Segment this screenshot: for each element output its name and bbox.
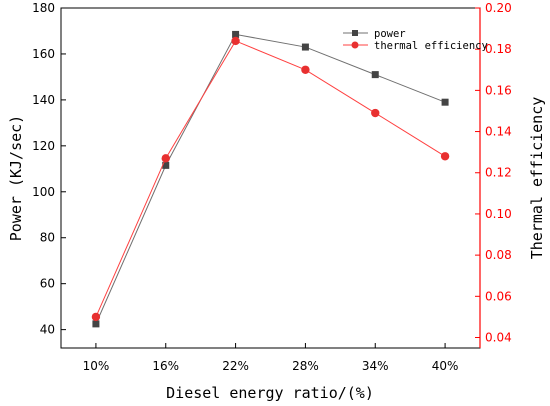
data-point-power xyxy=(371,71,379,79)
data-point-power xyxy=(92,320,100,328)
y-right-tick-label: 0.14 xyxy=(485,125,512,139)
legend: power thermal efficiency xyxy=(343,28,488,52)
data-point-thermal-efficiency xyxy=(161,154,170,163)
data-point-power xyxy=(301,43,309,51)
y-right-tick-label: 0.16 xyxy=(485,83,512,97)
y-left-tick-label: 40 xyxy=(40,323,55,337)
data-point-thermal-efficiency xyxy=(231,36,240,46)
legend-efficiency-marker xyxy=(351,41,359,49)
y-right-tick-label: 0.08 xyxy=(485,248,512,262)
y-right-tick-label: 0.06 xyxy=(485,289,512,303)
y-left-tick-label: 80 xyxy=(40,231,55,245)
legend-efficiency-label: thermal efficiency xyxy=(374,40,488,52)
x-axis-title: Diesel energy ratio/(%) xyxy=(166,384,374,402)
data-point-power xyxy=(162,161,170,169)
x-tick-label: 22% xyxy=(222,359,249,373)
y-left-tick-label: 140 xyxy=(32,93,55,107)
y-right-tick-label: 0.18 xyxy=(485,42,512,56)
y-left-tick-label: 160 xyxy=(32,47,55,61)
data-point-power xyxy=(441,98,449,106)
y-left-axis-title: Power (KJ/sec) xyxy=(7,115,25,241)
legend-power-label: power xyxy=(374,28,406,40)
y-right-axis-title: Thermal efficiency xyxy=(528,97,546,260)
data-point-thermal-efficiency xyxy=(301,65,310,74)
plot-frame xyxy=(60,7,481,349)
y-right-tick-label: 0.12 xyxy=(485,166,512,180)
legend-power-marker xyxy=(352,30,358,36)
series-line-thermal-efficiency xyxy=(95,40,446,318)
data-point-thermal-efficiency xyxy=(91,312,101,322)
y-right-tick-label: 0.10 xyxy=(485,207,512,221)
x-tick-label: 10% xyxy=(83,359,110,373)
y-left-tick-label: 60 xyxy=(40,277,55,291)
y-right-tick-label: 0.20 xyxy=(485,1,512,15)
x-tick-label: 34% xyxy=(362,359,389,373)
y-left-tick-label: 120 xyxy=(32,139,55,153)
y-left-tick-label: 180 xyxy=(32,1,55,15)
y-right-tick-label: 0.04 xyxy=(485,330,512,344)
x-tick-label: 28% xyxy=(292,359,319,373)
data-point-power xyxy=(232,30,240,38)
y-left-tick-label: 100 xyxy=(32,185,55,199)
data-point-thermal-efficiency xyxy=(371,108,380,118)
data-point-thermal-efficiency xyxy=(440,152,450,161)
series-line-power xyxy=(95,33,446,325)
x-tick-label: 40% xyxy=(432,359,459,373)
x-tick-label: 16% xyxy=(152,359,179,373)
